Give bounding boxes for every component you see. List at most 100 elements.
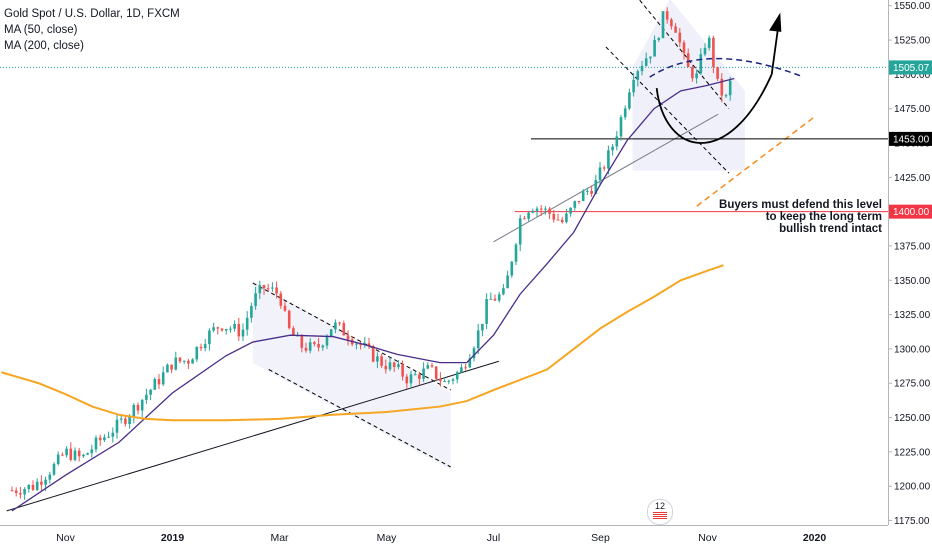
candle-body (628, 92, 631, 109)
candle-body (140, 399, 144, 411)
annotation-line-1: Buyers must defend this level (719, 199, 882, 211)
candle-body (82, 454, 85, 457)
candle-body (275, 287, 278, 294)
candle-body (569, 207, 572, 214)
candle-body (607, 150, 610, 169)
candle-body (619, 117, 623, 137)
candle-body (157, 379, 161, 385)
candle-body (409, 374, 413, 384)
candle-body (23, 489, 26, 495)
candle-body (506, 275, 509, 289)
candle-body (115, 419, 119, 433)
channel-shade-2 (632, 0, 745, 171)
candle-body (325, 336, 329, 346)
candle-body (489, 298, 493, 300)
candle-body (577, 201, 581, 203)
candle-body (271, 287, 274, 289)
candle-body (258, 285, 262, 294)
candle-body (518, 218, 522, 245)
candle-body (691, 67, 694, 79)
candle-body (136, 405, 140, 411)
annotation-line-2: to keep the long term (765, 211, 882, 223)
candle-body (321, 345, 325, 348)
candle-body (233, 323, 236, 329)
candle-body (69, 448, 73, 460)
candle-body (195, 346, 199, 360)
candle-body (598, 167, 602, 181)
candle-body (468, 358, 472, 368)
candle-body (149, 389, 152, 395)
candle-body (44, 479, 47, 485)
x-tick-label: Mar (270, 532, 289, 544)
candle-body (292, 328, 295, 336)
candle-body (86, 453, 89, 455)
price-axis-bg (888, 0, 932, 550)
candle-body (308, 342, 312, 351)
candle-body (699, 54, 703, 74)
candle-body (342, 323, 346, 336)
candle-body (224, 329, 228, 331)
candle-body (523, 218, 526, 220)
projection-curve (655, 74, 773, 144)
candle-body (384, 365, 388, 370)
candle-body (313, 342, 316, 344)
candle-body (241, 329, 245, 337)
candle-body (203, 344, 207, 349)
candle-body (10, 490, 14, 492)
candle-body (90, 449, 94, 454)
candle-body (14, 490, 18, 494)
candle-body (426, 365, 430, 369)
trendline-long-term (6, 360, 499, 512)
candle-body (443, 381, 446, 383)
candle-body (720, 78, 724, 96)
candle-body (674, 26, 677, 33)
chart-title: Gold Spot / U.S. Dollar, 1D, FXCM (4, 8, 180, 20)
candle-body (178, 357, 182, 362)
candle-body (208, 330, 211, 345)
x-tick-label: 2019 (161, 532, 185, 544)
candle-body (724, 95, 728, 97)
candle-body (548, 208, 551, 214)
ma200-line (1, 264, 724, 422)
candle-body (132, 405, 136, 417)
earnings-badge[interactable]: 12 (647, 499, 673, 525)
candle-body (212, 327, 215, 331)
current-price-tag (889, 60, 932, 75)
y-tick-label: 1375.00 (894, 241, 931, 252)
candle-body (493, 298, 497, 301)
candle-body (611, 146, 614, 151)
candle-body (703, 47, 707, 55)
candle-body (464, 367, 467, 369)
candle-body (544, 208, 547, 210)
candle-body (728, 80, 732, 96)
candle-body (539, 208, 543, 210)
candle-body (229, 328, 232, 330)
x-tick-label: May (377, 532, 398, 544)
candle-body (174, 357, 178, 370)
ma200-projection (696, 116, 815, 207)
candle-body (615, 136, 619, 147)
candle-body (317, 343, 320, 348)
candle-body (451, 379, 455, 381)
candle-body (712, 37, 715, 67)
x-tick-label: Nov (698, 532, 717, 544)
candle-body (514, 244, 518, 262)
y-tick-label: 1250.00 (894, 413, 931, 424)
y-tick-label: 1350.00 (894, 276, 931, 287)
candle-body (552, 213, 556, 220)
candle-body (397, 364, 400, 368)
candle-body (40, 481, 43, 485)
candle-body (581, 191, 585, 202)
candle-body (145, 394, 148, 400)
x-tick-label: 2020 (803, 532, 827, 544)
candle-body (661, 11, 665, 39)
candle-body (359, 343, 362, 346)
candle-body (19, 493, 22, 495)
candle-body (128, 416, 131, 424)
candle-body (594, 180, 598, 194)
candle-body (187, 360, 190, 364)
y-tick-label: 1200.00 (894, 482, 931, 493)
candle-body (678, 32, 682, 43)
